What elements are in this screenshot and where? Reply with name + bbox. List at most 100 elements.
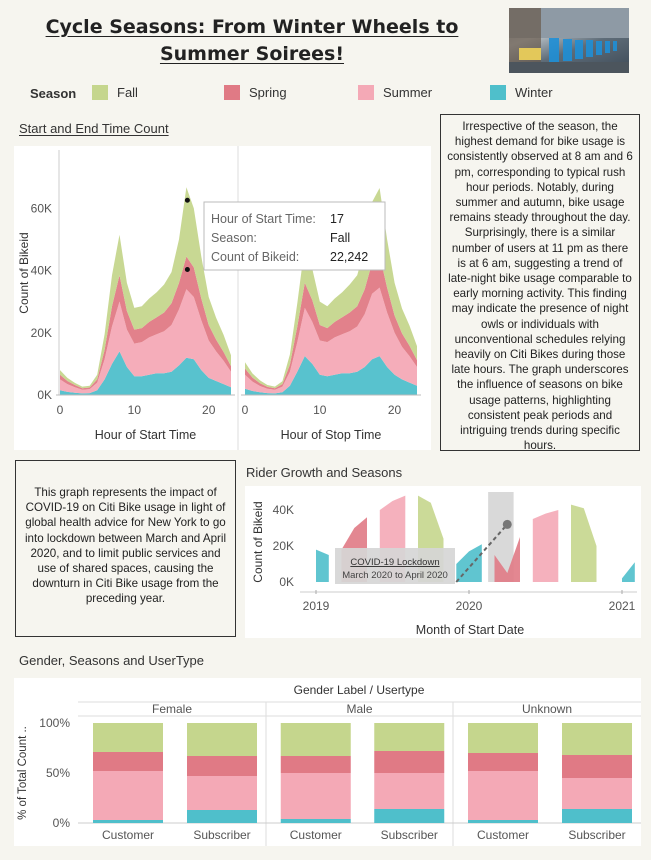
rider-growth-chart: 0K 20K 40K Count of Bikeid COVID-19 Lockdown… <box>251 492 637 637</box>
tooltip-marker-bottom <box>184 266 190 272</box>
y-tick-label: 20K <box>31 326 52 340</box>
trend-line <box>455 523 508 583</box>
seasonal-insight-text: Irrespective of the season, the highest … <box>447 120 633 453</box>
tooltip-box <box>203 201 386 271</box>
tooltip-key: Season: <box>211 231 257 245</box>
x-tick-label: 10 <box>128 403 142 417</box>
legend-item-winter[interactable]: Winter <box>490 85 553 100</box>
x-tick-label: 0 <box>242 403 249 417</box>
bar-segment-summer <box>374 773 445 809</box>
bar-segment-fall <box>468 723 538 753</box>
bar-segment-spring <box>187 756 257 776</box>
growth-section-title: Rider Growth and Seasons <box>246 465 403 480</box>
bar-segment-fall <box>93 723 163 752</box>
area-fall <box>60 187 231 389</box>
y-tick-label: 40K <box>273 503 294 517</box>
covid-impact-note: This graph represents the impact of COVI… <box>15 460 236 637</box>
x-tick-label: 2020 <box>456 599 483 613</box>
legend-label: Spring <box>249 85 287 100</box>
bar-segment-summer <box>93 771 163 820</box>
y-axis-label: Count of Bikeid <box>17 232 31 313</box>
group-label: Male <box>346 702 372 716</box>
tooltip-key: Hour of Start Time: <box>211 212 316 226</box>
bar-segment-fall <box>562 723 632 755</box>
x-tick-label: 20 <box>388 403 402 417</box>
x-axis-label: Month of Start Date <box>416 623 524 637</box>
season-area-spring <box>494 537 520 582</box>
bar-segment-winter <box>562 809 632 823</box>
time-section-title: Start and End Time Count <box>19 121 169 136</box>
y-tick-label: 50% <box>46 766 70 780</box>
covid-impact-text: This graph represents the impact of COVI… <box>24 486 227 606</box>
tooltip-value: Fall <box>330 231 350 245</box>
tooltip-key: Count of Bikeid: <box>211 250 299 264</box>
season-area-winter <box>622 562 635 582</box>
legend-item-fall[interactable]: Fall <box>92 85 138 100</box>
legend-label: Fall <box>117 85 138 100</box>
bar-segment-spring <box>468 753 538 771</box>
bar-segment-spring <box>374 751 445 773</box>
seasonal-insight-note: Irrespective of the season, the highest … <box>440 114 640 453</box>
bar-male-subscriber <box>374 723 445 823</box>
area-spring <box>60 256 231 390</box>
bar-segment-winter <box>280 819 351 823</box>
bar-unknown-subscriber <box>562 723 632 823</box>
legend-item-summer[interactable]: Summer <box>358 85 432 100</box>
y-tick-label: 60K <box>31 201 52 215</box>
bar-segment-fall <box>187 723 257 756</box>
bar-segment-winter <box>374 809 445 823</box>
y-tick-label: 0K <box>279 575 294 589</box>
usertype-label: Subscriber <box>568 828 625 842</box>
usertype-label: Customer <box>290 828 342 842</box>
trend-point <box>502 519 512 529</box>
area-summer <box>245 287 417 394</box>
legend-swatch <box>224 85 240 100</box>
y-tick-label: 40K <box>31 264 52 278</box>
gender-section-title: Gender, Seasons and UserType <box>19 653 205 668</box>
y-axis-label: Count of Bikeid <box>251 501 265 582</box>
bar-segment-fall <box>374 723 445 751</box>
area-spring <box>245 254 417 390</box>
group-label: Female <box>152 702 192 716</box>
bar-segment-spring <box>93 752 163 771</box>
page-title: Cycle Seasons: From Winter Wheels to Sum… <box>45 16 459 65</box>
season-area-winter <box>316 549 329 582</box>
usertype-label: Customer <box>477 828 529 842</box>
usertype-label: Subscriber <box>193 828 250 842</box>
bar-segment-spring <box>280 756 351 773</box>
tooltip-value: 17 <box>330 212 344 226</box>
y-tick-label: 100% <box>39 716 70 730</box>
bar-segment-winter <box>468 820 538 823</box>
y-tick-label: 0% <box>53 816 71 830</box>
gender-header: Gender Label / Usertype <box>294 683 425 697</box>
bar-segment-summer <box>562 778 632 809</box>
bar-segment-winter <box>93 820 163 823</box>
y-tick-label: 0K <box>37 388 52 402</box>
lockdown-annotation-title: COVID-19 Lockdown <box>350 557 439 568</box>
hover-tooltip: Hour of Start Time: 17 Season: Fall Count of… <box>184 197 386 272</box>
bar-segment-fall <box>280 723 351 756</box>
area-summer <box>60 289 231 394</box>
bike-dock-photo <box>509 8 629 73</box>
x-axis-label: Hour of Start Time <box>95 428 196 442</box>
bar-female-customer <box>93 723 163 823</box>
x-tick-label: 2021 <box>609 599 636 613</box>
legend-item-spring[interactable]: Spring <box>224 85 287 100</box>
legend-label: Summer <box>383 85 433 100</box>
bar-male-customer <box>280 723 351 823</box>
gender-usertype-chart: Gender Label / Usertype Female Male Unknown… <box>17 683 641 846</box>
season-area-winter <box>456 544 482 582</box>
bar-segment-summer <box>187 776 257 810</box>
bar-unknown-customer <box>468 723 538 823</box>
y-axis-label: % of Total Count .. <box>17 726 29 820</box>
usertype-label: Subscriber <box>381 828 438 842</box>
season-area-summer <box>532 510 559 582</box>
lockdown-annotation-sub: March 2020 to April 2020 <box>342 570 448 581</box>
x-axis-label: Hour of Stop Time <box>281 428 382 442</box>
bar-segment-winter <box>187 810 257 823</box>
tooltip-marker-top <box>184 197 190 203</box>
season-area-fall <box>571 504 597 582</box>
x-tick-label: 10 <box>313 403 327 417</box>
bar-segment-spring <box>562 755 632 778</box>
y-tick-label: 20K <box>273 539 294 553</box>
